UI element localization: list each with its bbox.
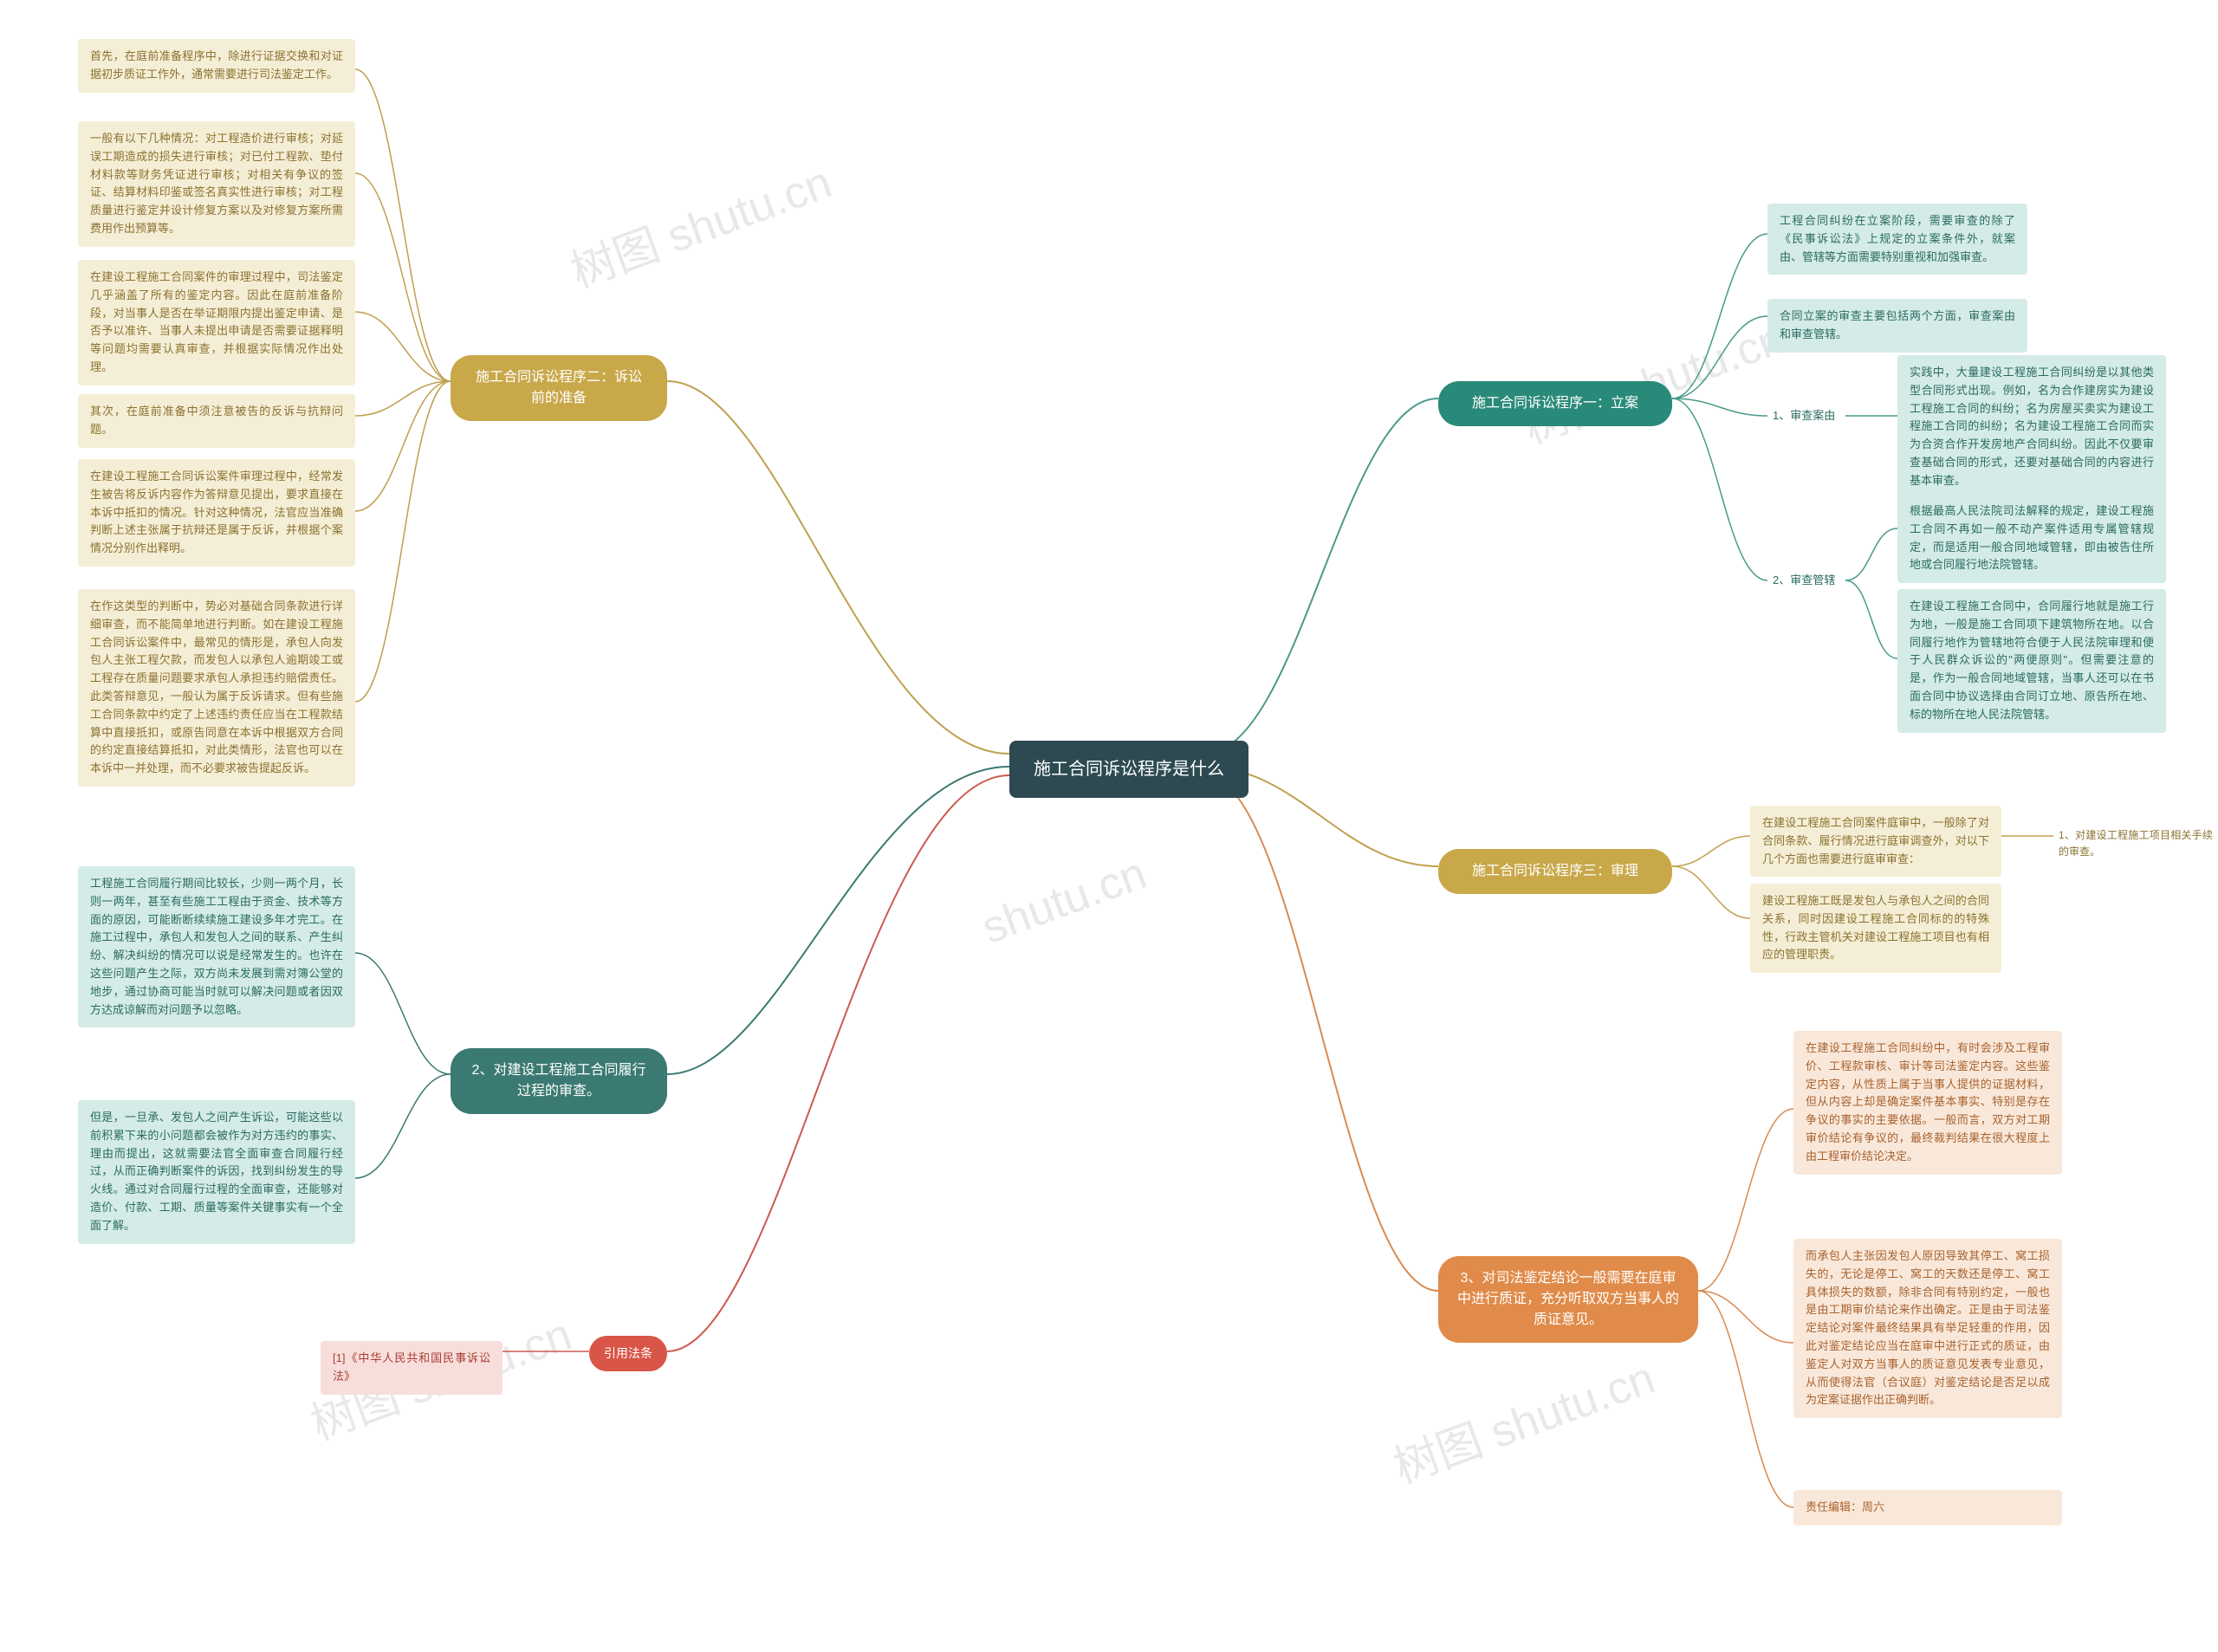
- branch-6-leaf-1: [1]《中华人民共和国民事诉讼法》: [321, 1341, 503, 1395]
- branch-4-leaf-2: 但是，一旦承、发包人之间产生诉讼，可能这些以前积累下来的小问题都会被作为对方违约…: [78, 1100, 355, 1244]
- branch-4-leaf-1: 工程施工合同履行期间比较长，少则一两个月，长则一两年，甚至有些施工工程由于资金、…: [78, 866, 355, 1027]
- watermark: 树图 shutu.cn: [561, 146, 840, 300]
- branch-1-sub2-leaf2: 在建设工程施工合同中，合同履行地就是施工行为地，一般是施工合同项下建筑物所在地。…: [1897, 589, 2166, 733]
- branch-6-pill: 引用法条: [589, 1336, 667, 1371]
- branch-3-leaf-2: 建设工程施工既是发包人与承包人之间的合同关系，同时因建设工程施工合同标的的特殊性…: [1750, 884, 2001, 973]
- branch-1-sub2-leaf1: 根据最高人民法院司法解释的规定，建设工程施工合同不再如一般不动产案件适用专属管辖…: [1897, 494, 2166, 583]
- branch-5-leaf-2: 而承包人主张因发包人原因导致其停工、窝工损失的，无论是停工、窝工的天数还是停工、…: [1793, 1239, 2062, 1418]
- branch-2-pill: 施工合同诉讼程序二：诉讼前的准备: [451, 355, 667, 421]
- watermark: 树图 shutu.cn: [1384, 1341, 1663, 1495]
- branch-1-leaf-2: 合同立案的审查主要包括两个方面，审查案由和审查管辖。: [1767, 299, 2027, 353]
- branch-3-leaf-1: 在建设工程施工合同案件庭审中，一般除了对合同条款、履行情况进行庭审调查外，对以下…: [1750, 806, 2001, 877]
- branch-2-leaf-4: 其次，在庭前准备中须注意被告的反诉与抗辩问题。: [78, 394, 355, 448]
- branch-2-leaf-6: 在作这类型的判断中，势必对基础合同条款进行详细审查，而不能简单地进行判断。如在建…: [78, 589, 355, 787]
- watermark: 树图 shutu.cn: [1514, 301, 1793, 456]
- branch-1-sub1-label: 1、审查案由: [1767, 405, 1840, 427]
- branch-1-sub1-leaf: 实践中，大量建设工程施工合同纠纷是以其他类型合同形式出现。例如，名为合作建房实为…: [1897, 355, 2166, 499]
- branch-2-leaf-2: 一般有以下几种情况：对工程造价进行审核；对延误工期造成的损失进行审核；对已付工程…: [78, 121, 355, 247]
- branch-2-leaf-3: 在建设工程施工合同案件的审理过程中，司法鉴定几乎涵盖了所有的鉴定内容。因此在庭前…: [78, 260, 355, 385]
- branch-2-leaf-5: 在建设工程施工合同诉讼案件审理过程中，经常发生被告将反诉内容作为答辩意见提出，要…: [78, 459, 355, 567]
- branch-3-leaf-1-sub: 1、对建设工程施工项目相关手续的审查。: [2053, 826, 2218, 862]
- center-node: 施工合同诉讼程序是什么: [1009, 741, 1248, 798]
- branch-4-pill: 2、对建设工程施工合同履行过程的审查。: [451, 1048, 667, 1114]
- branch-1-leaf-1: 工程合同纠纷在立案阶段，需要审查的除了《民事诉讼法》上规定的立案条件外，就案由、…: [1767, 204, 2027, 275]
- branch-5-pill: 3、对司法鉴定结论一般需要在庭审中进行质证，充分听取双方当事人的质证意见。: [1438, 1256, 1698, 1343]
- branch-1-pill: 施工合同诉讼程序一：立案: [1438, 381, 1672, 426]
- branch-2-leaf-1: 首先，在庭前准备程序中，除进行证据交换和对证据初步质证工作外，通常需要进行司法鉴…: [78, 39, 355, 93]
- watermark: shutu.cn: [976, 847, 1153, 955]
- branch-3-pill: 施工合同诉讼程序三：审理: [1438, 849, 1672, 894]
- branch-5-leaf-1: 在建设工程施工合同纠纷中，有时会涉及工程审价、工程款审核、审计等司法鉴定内容。这…: [1793, 1031, 2062, 1175]
- branch-1-sub2-label: 2、审查管辖: [1767, 570, 1840, 592]
- branch-5-leaf-3: 责任编辑：周六: [1793, 1490, 2062, 1526]
